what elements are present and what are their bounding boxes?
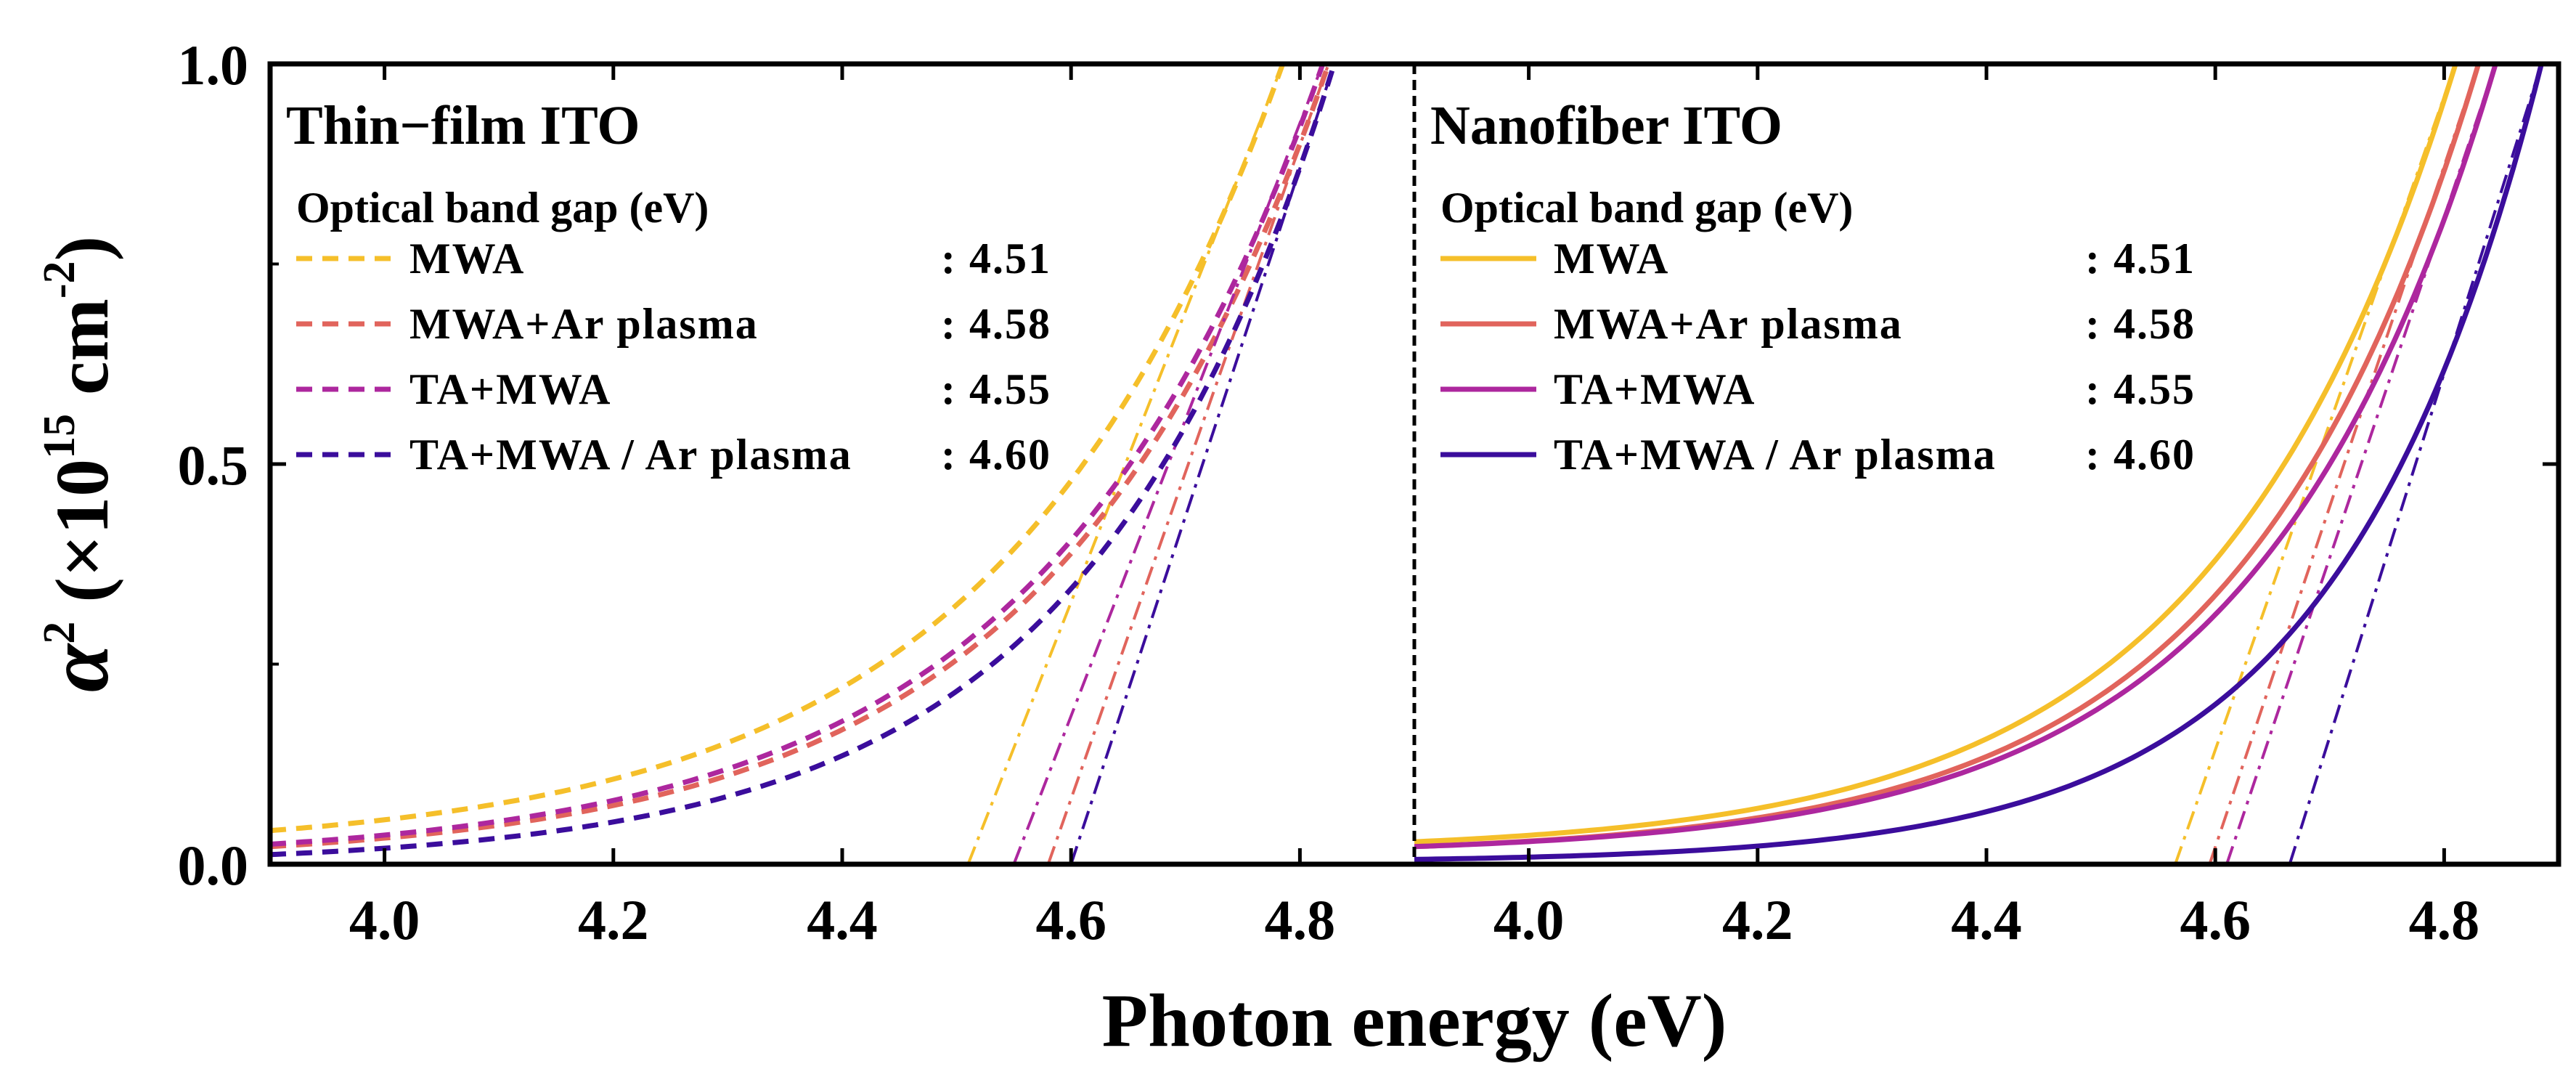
x-tick-label: 4.6	[1035, 888, 1106, 951]
legend-value-4: : 4.60	[2085, 431, 2196, 479]
y-tick-label: 1.0	[178, 33, 249, 97]
tangent-line-3	[1012, 64, 1324, 864]
series-curve-3	[1414, 64, 2498, 850]
series-curve-3	[270, 64, 1326, 847]
tangent-line-4	[2288, 64, 2543, 864]
y-axis-prefix: (×10	[41, 459, 124, 622]
legend-value-4: : 4.60	[941, 431, 1051, 479]
panel-1-plot	[270, 64, 1337, 864]
x-tick-label: 4.6	[2180, 888, 2251, 951]
tangent-line-2	[2208, 64, 2480, 864]
x-tick-label: 4.2	[578, 888, 649, 951]
legend-label-3: TA+MWA	[409, 365, 611, 413]
y-tick-label: 0.5	[178, 434, 249, 497]
legend-header: Optical band gap (eV)	[1440, 184, 1853, 232]
series-curve-1	[270, 64, 1286, 834]
legend-value-2: : 4.58	[941, 300, 1051, 348]
x-tick-label: 4.2	[1722, 888, 1793, 951]
legend-value-3: : 4.55	[941, 365, 1051, 413]
y-axis-unit-exponent: -2	[35, 261, 84, 298]
legend-value-3: : 4.55	[2085, 365, 2196, 413]
plot-layer	[270, 64, 2544, 864]
x-tick-label: 4.4	[1951, 888, 2022, 951]
tangent-line-3	[2225, 64, 2498, 864]
y-axis-unit: cm	[41, 298, 124, 414]
y-axis-title: α2 (×1015 cm-2)	[30, 236, 126, 692]
legend-header: Optical band gap (eV)	[296, 184, 709, 232]
series-curve-1	[1414, 64, 2458, 845]
y-axis-square: 2	[35, 622, 84, 644]
legend-label-1: MWA	[409, 235, 525, 283]
legend-label-1: MWA	[1554, 235, 1669, 283]
frame-layer	[267, 61, 2561, 867]
x-tick-label: 4.4	[807, 888, 878, 951]
y-axis-close: )	[41, 236, 124, 261]
tangent-line-2	[1046, 64, 1330, 864]
y-axis-exponent: 15	[35, 414, 84, 459]
y-axis-symbol: α	[30, 643, 126, 692]
x-tick-label: 4.8	[1265, 888, 1336, 951]
legend-label-2: MWA+Ar plasma	[1554, 300, 1903, 348]
legend-value-1: : 4.51	[2085, 235, 2196, 283]
legend-value-2: : 4.58	[2085, 300, 2196, 348]
x-axis-title: Photon energy (eV)	[1102, 979, 1727, 1062]
legend-label-3: TA+MWA	[1554, 365, 1756, 413]
panel-title: Thin−film ITO	[286, 95, 640, 156]
x-tick-label: 4.0	[349, 888, 420, 951]
legend-value-1: : 4.51	[941, 235, 1051, 283]
tangent-line-1	[966, 64, 1284, 864]
panel-2-plot	[1414, 64, 2544, 864]
panel-title: Nanofiber ITO	[1430, 95, 1782, 156]
legend-label-4: TA+MWA / Ar plasma	[1554, 431, 1997, 479]
legend-label-4: TA+MWA / Ar plasma	[409, 431, 852, 479]
tangent-line-4	[1069, 64, 1336, 864]
legend-label-2: MWA+Ar plasma	[409, 300, 759, 348]
tangent-line-1	[2174, 64, 2458, 864]
series-curve-4	[1414, 64, 2544, 862]
x-tick-label: 4.8	[2409, 888, 2480, 951]
x-tick-label: 4.0	[1493, 888, 1565, 951]
y-tick-label: 0.0	[178, 834, 249, 897]
